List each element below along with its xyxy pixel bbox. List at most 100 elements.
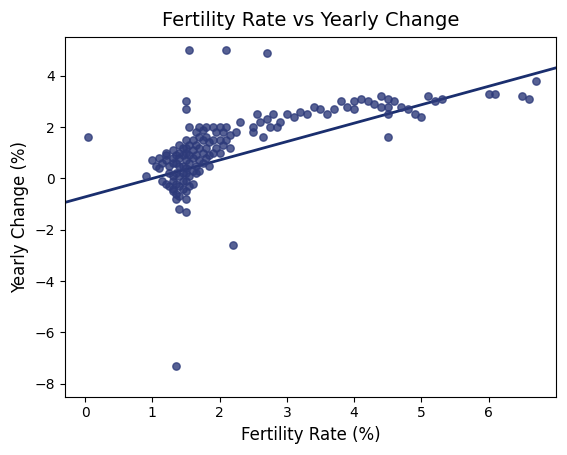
Point (181, 177, 191, 185)
Point (185, 159, 194, 167)
Point (178, 170, 187, 177)
Point (181, 187, 191, 195)
Point (84, 134, 93, 141)
Point (232, 129, 241, 136)
Point (316, 106, 325, 113)
Point (383, 103, 392, 110)
Point (171, 152, 180, 159)
Point (171, 362, 180, 369)
Point (168, 154, 177, 162)
Point (229, 242, 238, 249)
X-axis label: Fertility Rate (%): Fertility Rate (%) (240, 426, 380, 444)
Point (195, 123, 204, 131)
Point (259, 134, 268, 141)
Point (171, 180, 180, 187)
Point (175, 182, 184, 190)
Point (383, 95, 392, 102)
Point (192, 162, 201, 169)
Point (222, 136, 231, 143)
Point (185, 172, 194, 179)
Point (218, 129, 227, 136)
Point (417, 113, 426, 121)
Point (175, 142, 184, 149)
Point (168, 187, 177, 195)
Y-axis label: Yearly Change (%): Yearly Change (%) (11, 141, 29, 293)
Point (168, 185, 177, 192)
Point (262, 116, 271, 123)
Point (491, 90, 500, 97)
Point (181, 208, 191, 215)
Point (524, 95, 534, 102)
Point (185, 152, 194, 159)
Point (158, 177, 167, 185)
Point (282, 111, 291, 118)
Point (188, 180, 197, 187)
Point (178, 144, 187, 151)
Point (185, 123, 194, 131)
Point (383, 111, 392, 118)
Point (198, 136, 208, 143)
Point (155, 165, 164, 172)
Point (161, 180, 170, 187)
Point (376, 103, 386, 110)
Point (141, 172, 150, 179)
Point (164, 170, 174, 177)
Point (188, 167, 197, 174)
Point (410, 111, 419, 118)
Point (252, 111, 261, 118)
Point (181, 170, 191, 177)
Point (198, 149, 208, 157)
Point (211, 144, 221, 151)
Point (195, 157, 204, 164)
Point (276, 118, 285, 126)
Point (185, 182, 194, 190)
Point (148, 157, 157, 164)
Point (195, 134, 204, 141)
Title: Fertility Rate vs Yearly Change: Fertility Rate vs Yearly Change (162, 11, 459, 30)
Point (225, 144, 234, 151)
Point (225, 131, 234, 138)
Point (171, 195, 180, 202)
Point (336, 98, 345, 105)
Point (178, 177, 187, 185)
Point (211, 129, 221, 136)
Point (198, 159, 208, 167)
Point (343, 103, 352, 110)
Point (484, 90, 493, 97)
Point (151, 162, 160, 169)
Point (175, 193, 184, 200)
Point (195, 167, 204, 174)
Point (161, 152, 170, 159)
Point (269, 111, 278, 118)
Point (329, 106, 338, 113)
Point (350, 106, 359, 113)
Point (181, 165, 191, 172)
Point (222, 46, 231, 54)
Point (198, 126, 208, 133)
Point (323, 111, 332, 118)
Point (188, 136, 197, 143)
Point (175, 162, 184, 169)
Point (272, 123, 281, 131)
Point (164, 182, 174, 190)
Point (350, 98, 359, 105)
Point (397, 103, 406, 110)
Point (531, 77, 540, 85)
Point (390, 98, 399, 105)
Point (215, 149, 224, 157)
Point (356, 95, 365, 102)
Point (175, 154, 184, 162)
Point (296, 108, 305, 115)
Point (376, 93, 386, 100)
Point (309, 103, 318, 110)
Point (168, 147, 177, 154)
Point (383, 134, 392, 141)
Point (168, 172, 177, 179)
Point (155, 154, 164, 162)
Point (235, 118, 244, 126)
Point (192, 152, 201, 159)
Point (181, 136, 191, 143)
Point (168, 177, 177, 185)
Point (255, 118, 264, 126)
Point (175, 172, 184, 179)
